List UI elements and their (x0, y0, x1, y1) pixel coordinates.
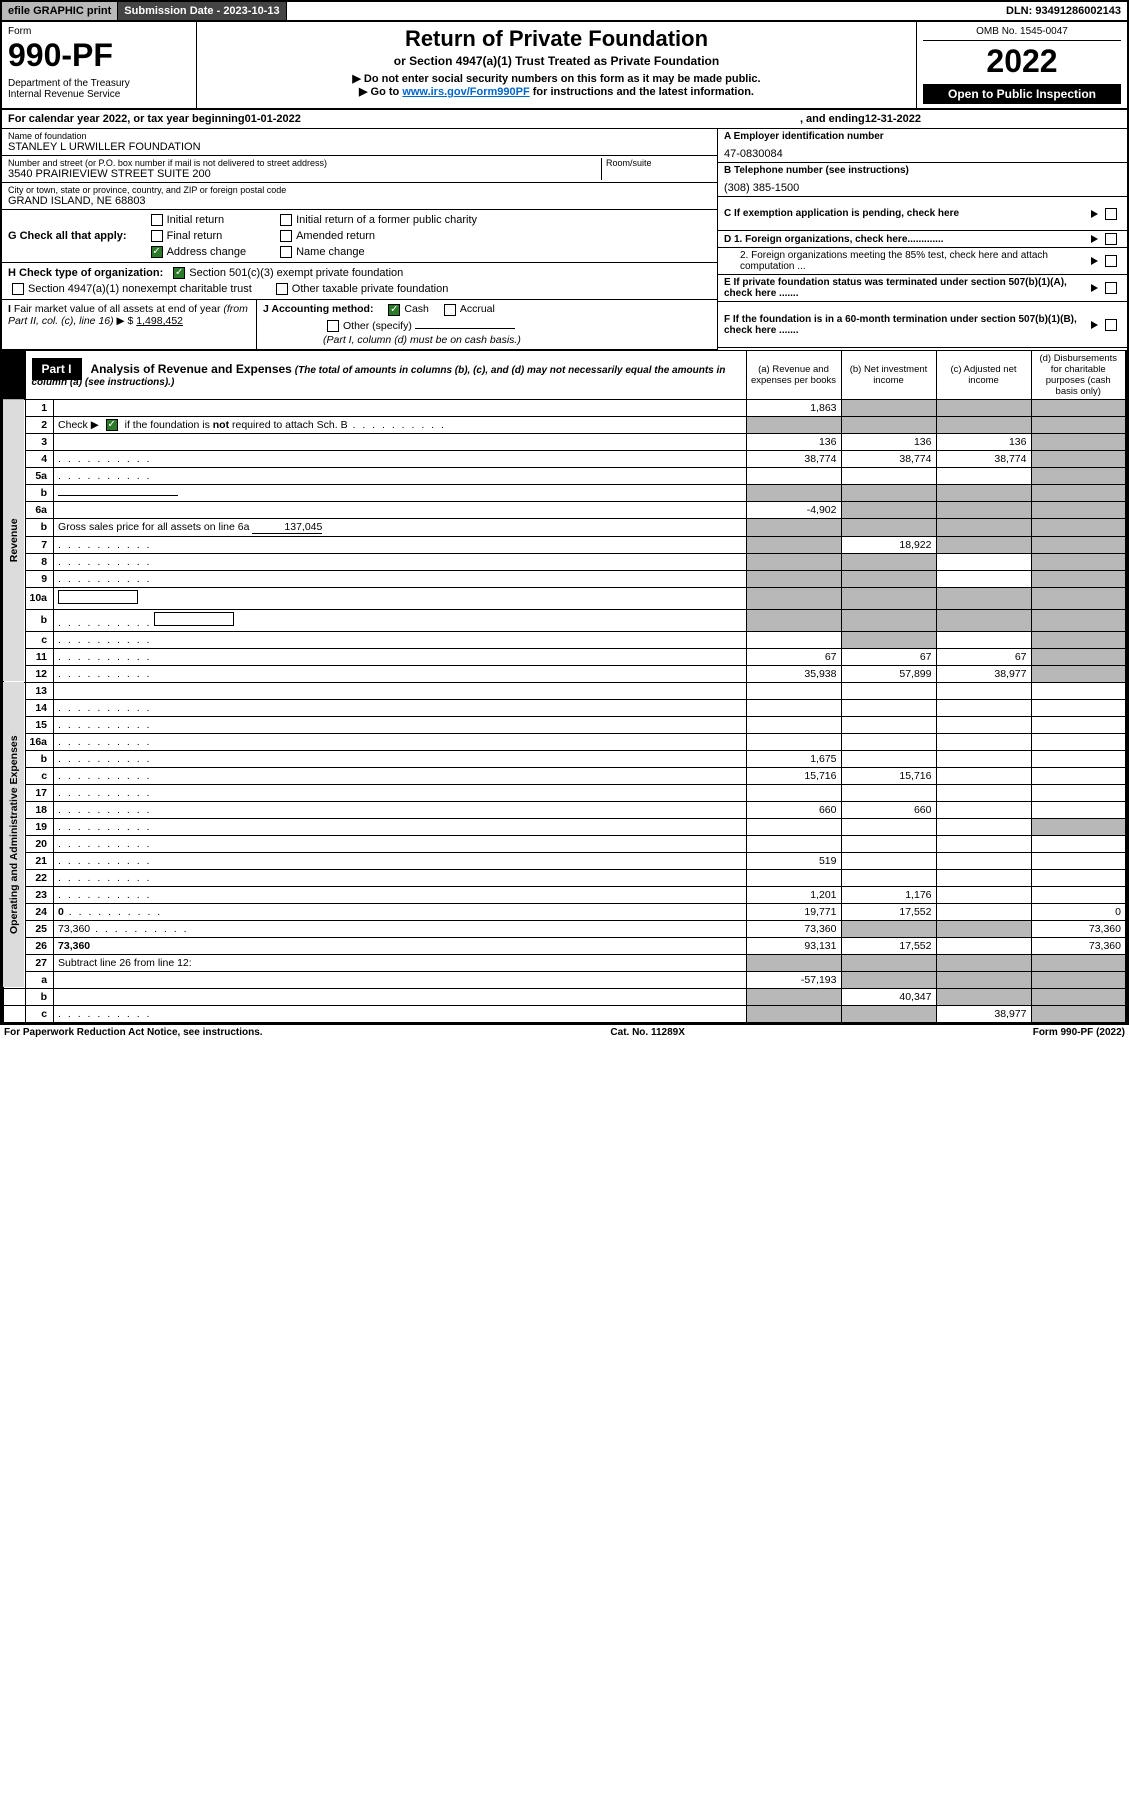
ftr-cat: Cat. No. 11289X (610, 1027, 684, 1038)
cal-begin: 01-01-2022 (245, 113, 301, 125)
irs-link[interactable]: www.irs.gov/Form990PF (402, 86, 529, 98)
j-label: J Accounting method: (263, 303, 373, 315)
city-label: City or town, state or province, country… (8, 185, 711, 195)
revenue-side: Revenue (3, 399, 25, 682)
cb-4947[interactable] (12, 283, 24, 295)
arrow-icon (1091, 210, 1098, 218)
cb-other-method[interactable] (327, 320, 339, 332)
h-label: H Check type of organization: (8, 267, 163, 279)
name-label: Name of foundation (8, 131, 711, 141)
ftr-right: Form 990-PF (2022) (1033, 1027, 1125, 1038)
arrow-icon (1091, 284, 1098, 292)
a-label: A Employer identification number (724, 131, 1121, 142)
calendar-year-row: For calendar year 2022, or tax year begi… (0, 110, 1129, 129)
arrow-icon (1091, 257, 1098, 265)
g-label: G Check all that apply: (8, 230, 127, 242)
j-note: (Part I, column (d) must be on cash basi… (323, 334, 711, 346)
cb-cash[interactable] (388, 304, 400, 316)
foundation-name: STANLEY L URWILLER FOUNDATION (8, 141, 711, 153)
submission-date: Submission Date - 2023-10-13 (118, 2, 286, 20)
tax-year: 2022 (923, 43, 1121, 80)
expenses-side: Operating and Administrative Expenses (3, 682, 25, 988)
efile-label: efile GRAPHIC print (2, 2, 118, 20)
f-label: F If the foundation is in a 60-month ter… (724, 314, 1091, 336)
phone: (308) 385-1500 (724, 182, 1121, 194)
room-label: Room/suite (606, 158, 711, 168)
cb-other-taxable[interactable] (276, 283, 288, 295)
arrow-icon (1091, 235, 1098, 243)
cb-amended[interactable] (280, 230, 292, 242)
dept: Department of the Treasury (8, 78, 190, 89)
addr-label: Number and street (or P.O. box number if… (8, 158, 601, 168)
i-val: 1,498,452 (136, 315, 183, 327)
topbar: efile GRAPHIC print Submission Date - 20… (0, 0, 1129, 22)
g-row: G Check all that apply: Initial return F… (2, 210, 717, 263)
instr-2-pre: ▶ Go to (359, 86, 402, 98)
col-a: (a) Revenue and expenses per books (746, 350, 841, 399)
cb-final[interactable] (151, 230, 163, 242)
col-d: (d) Disbursements for charitable purpose… (1031, 350, 1126, 399)
b-label: B Telephone number (see instructions) (724, 165, 1121, 176)
open-inspection: Open to Public Inspection (923, 84, 1121, 104)
cb-initial-former[interactable] (280, 214, 292, 226)
i-label: I Fair market value of all assets at end… (8, 303, 248, 327)
arrow-icon (1091, 321, 1098, 329)
page-footer: For Paperwork Reduction Act Notice, see … (0, 1023, 1129, 1040)
city-val: GRAND ISLAND, NE 68803 (8, 195, 711, 207)
part1-title: Analysis of Revenue and Expenses (90, 362, 291, 376)
cb-accrual[interactable] (444, 304, 456, 316)
cb-501c3[interactable] (173, 267, 185, 279)
cb-d2[interactable] (1105, 255, 1117, 267)
cb-initial[interactable] (151, 214, 163, 226)
cb-schb[interactable] (106, 419, 118, 431)
form-word: Form (8, 26, 190, 37)
irs: Internal Revenue Service (8, 89, 190, 100)
d2-label: 2. Foreign organizations meeting the 85%… (724, 250, 1091, 272)
form-subtitle: or Section 4947(a)(1) Trust Treated as P… (205, 54, 908, 68)
instr-2-post: for instructions and the latest informat… (530, 86, 754, 98)
instr-1: ▶ Do not enter social security numbers o… (205, 72, 908, 85)
omb-number: OMB No. 1545-0047 (923, 26, 1121, 41)
col-c: (c) Adjusted net income (936, 350, 1031, 399)
instr-2: ▶ Go to www.irs.gov/Form990PF for instru… (205, 85, 908, 98)
ftr-left: For Paperwork Reduction Act Notice, see … (4, 1027, 263, 1038)
addr-val: 3540 PRAIRIEVIEW STREET SUITE 200 (8, 168, 601, 180)
col-b: (b) Net investment income (841, 350, 936, 399)
cb-c[interactable] (1105, 208, 1117, 220)
ein: 47-0830084 (724, 148, 1121, 160)
cb-e[interactable] (1105, 282, 1117, 294)
cb-f[interactable] (1105, 319, 1117, 331)
form-title: Return of Private Foundation (205, 26, 908, 52)
cb-d1[interactable] (1105, 233, 1117, 245)
cb-name-change[interactable] (280, 246, 292, 258)
cal-mid: , and ending (800, 113, 865, 125)
identity-block: Name of foundation STANLEY L URWILLER FO… (0, 129, 1129, 350)
c-label: C If exemption application is pending, c… (724, 208, 1091, 219)
cb-address-change[interactable] (151, 246, 163, 258)
cal-pre: For calendar year 2022, or tax year begi… (8, 113, 245, 125)
form-header: Form 990-PF Department of the Treasury I… (0, 22, 1129, 110)
e-label: E If private foundation status was termi… (724, 277, 1091, 299)
cal-end: 12-31-2022 (865, 113, 921, 125)
dln: DLN: 93491286002143 (1000, 2, 1127, 20)
d1-label: D 1. Foreign organizations, check here..… (724, 234, 1091, 245)
part1-table: Part I Analysis of Revenue and Expenses … (2, 350, 1127, 1023)
h-row: H Check type of organization: Section 50… (2, 263, 717, 300)
form-number: 990-PF (8, 37, 190, 74)
